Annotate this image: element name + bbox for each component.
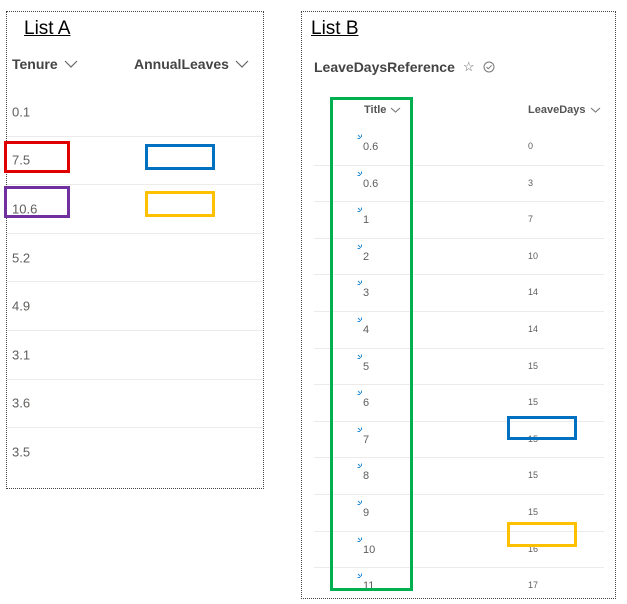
highlight-box-red	[4, 141, 70, 173]
list-name-header: LeaveDaysReference ☆	[314, 59, 495, 75]
title-cell[interactable]: 8	[363, 470, 370, 483]
list-a-rows: 0.1 7.5 10.6 5.2 4.9 3.1 3.6 3.5	[7, 88, 263, 476]
title-cell[interactable]: 1	[363, 214, 370, 227]
tenure-cell: 10.6	[12, 201, 38, 217]
leavedays-cell: 10	[528, 250, 539, 261]
column-header-tenure[interactable]: Tenure	[12, 56, 78, 72]
title-cell[interactable]: 5	[363, 360, 370, 373]
table-row[interactable]: 3.1	[7, 331, 263, 380]
highlight-box-green	[330, 97, 413, 591]
leavedays-cell: 17	[528, 580, 539, 591]
table-row[interactable]: 10 16	[314, 532, 604, 569]
column-header-title[interactable]: Title	[364, 104, 401, 116]
highlight-box-yellow-leavedays	[507, 522, 577, 547]
table-row[interactable]: 0.1	[7, 88, 263, 137]
title-cell[interactable]: 4	[363, 323, 370, 336]
sparkle-icon	[357, 537, 362, 542]
highlight-box-yellow	[145, 191, 215, 217]
sparkle-icon	[357, 500, 362, 505]
table-row[interactable]: 4.9	[7, 282, 263, 331]
title-cell[interactable]: 2	[363, 250, 370, 263]
table-row[interactable]: 3 14	[314, 275, 604, 312]
table-row[interactable]: 7.5	[7, 137, 263, 186]
table-row[interactable]: 9 15	[314, 495, 604, 532]
sparkle-icon	[357, 134, 362, 139]
table-row[interactable]: 5 15	[314, 349, 604, 386]
leavedays-cell: 16	[528, 543, 539, 554]
list-b-label: List B	[311, 18, 359, 39]
leavedays-cell: 14	[528, 323, 539, 334]
sparkle-icon	[357, 573, 362, 579]
list-a-panel: List A Tenure AnnualLeaves 0.1 7.5 10.6 …	[6, 11, 264, 489]
chevron-down-icon	[391, 107, 401, 113]
column-header-label: Tenure	[12, 56, 58, 72]
tenure-cell: 4.9	[12, 298, 31, 314]
tenure-cell: 3.6	[12, 395, 31, 411]
chevron-down-icon	[235, 60, 249, 68]
sparkle-icon	[357, 207, 362, 213]
sparkle-icon	[357, 317, 362, 322]
leavedays-cell: 15	[528, 397, 539, 408]
title-cell[interactable]: 0.6	[363, 177, 379, 190]
title-cell[interactable]: 0.6	[363, 141, 379, 153]
chevron-down-icon	[590, 107, 600, 113]
title-cell[interactable]: 3	[363, 287, 370, 300]
sparkle-icon	[357, 244, 362, 249]
column-header-annualleaves[interactable]: AnnualLeaves	[134, 56, 249, 72]
sparkle-icon	[357, 171, 362, 176]
sparkle-icon	[357, 390, 362, 396]
leavedays-cell: 0	[528, 141, 534, 151]
table-row[interactable]: 11 17	[314, 568, 604, 604]
list-a-label: List A	[24, 18, 71, 39]
table-row[interactable]: 8 15	[314, 458, 604, 495]
table-row[interactable]: 4 14	[314, 312, 604, 349]
highlight-box-blue-leavedays	[507, 416, 577, 440]
sparkle-icon	[357, 463, 362, 469]
leavedays-cell: 3	[528, 177, 534, 188]
check-circle-icon[interactable]	[483, 61, 495, 73]
tenure-cell: 3.1	[12, 347, 31, 363]
highlight-box-blue	[145, 144, 215, 170]
tenure-cell: 3.5	[12, 444, 31, 460]
leavedays-cell: 15	[528, 470, 539, 481]
title-cell[interactable]: 7	[363, 433, 370, 446]
table-row[interactable]: 5.2	[7, 234, 263, 283]
tenure-cell: 5.2	[12, 250, 31, 266]
title-cell[interactable]: 6	[363, 397, 370, 410]
table-row[interactable]: 0.6 0	[314, 129, 604, 166]
list-b-panel: List B LeaveDaysReference ☆ Title LeaveD…	[301, 11, 616, 599]
table-row[interactable]: 6 15	[314, 385, 604, 422]
title-cell[interactable]: 9	[363, 506, 370, 519]
leavedays-cell: 15	[528, 506, 539, 517]
sparkle-icon	[357, 280, 362, 286]
table-row[interactable]: 10.6	[7, 185, 263, 234]
leavedays-cell: 7	[528, 214, 534, 225]
column-header-label: AnnualLeaves	[134, 56, 229, 72]
column-header-leavedays[interactable]: LeaveDays	[528, 104, 601, 116]
chevron-down-icon	[64, 60, 78, 68]
column-header-label: Title	[364, 104, 387, 116]
title-cell[interactable]: 11	[363, 580, 375, 593]
table-row[interactable]: 3.6	[7, 380, 263, 429]
table-row[interactable]: 3.5	[7, 428, 263, 476]
title-cell[interactable]: 10	[363, 543, 376, 556]
sparkle-icon	[357, 427, 362, 432]
star-icon[interactable]: ☆	[462, 59, 475, 74]
tenure-cell: 7.5	[12, 152, 31, 168]
highlight-box-purple	[4, 186, 70, 218]
leavedays-cell: 14	[528, 287, 539, 298]
table-row[interactable]: 0.6 3	[314, 166, 604, 203]
list-name: LeaveDaysReference	[314, 59, 455, 75]
sparkle-icon	[357, 354, 362, 359]
table-row[interactable]: 2 10	[314, 239, 604, 276]
column-header-label: LeaveDays	[528, 104, 586, 116]
tenure-cell: 0.1	[12, 104, 31, 120]
leavedays-cell: 15	[528, 360, 539, 371]
